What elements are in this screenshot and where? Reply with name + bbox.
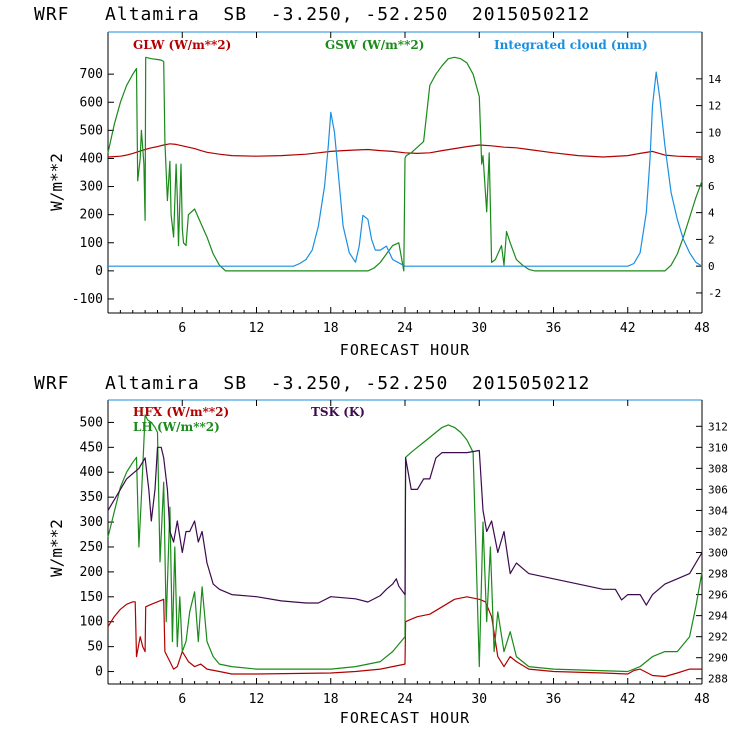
series-integrated-line [108,71,703,267]
y-tick-label: 600 [80,95,103,110]
y-tick-label: 100 [80,236,103,251]
legend-tsk: TSK (K) [311,405,365,419]
y2-tick-label: 12 [708,100,721,113]
y-axis-label: W/m**2 [47,519,66,577]
x-tick-label: 6 [178,692,186,707]
panel-title: WRF Altamira SB -3.250, -52.250 20150502… [34,4,590,25]
x-tick-label: 30 [471,321,487,336]
y2-tick-label: 4 [708,207,715,220]
x-tick-label: 48 [694,692,710,707]
x-tick-label: 24 [397,692,413,707]
x-tick-label: 36 [546,692,562,707]
y2-tick-label: 10 [708,126,721,139]
y2-tick-label: 292 [708,631,728,644]
flux-panel: WRF Altamira SB -3.250, -52.250 20150502… [34,373,728,727]
y-tick-label: 50 [87,640,103,655]
y-tick-label: 250 [80,540,103,555]
y-tick-label: 150 [80,590,103,605]
y2-tick-label: 308 [708,462,728,475]
x-tick-label: 18 [323,692,339,707]
x-tick-label: 6 [178,321,186,336]
y2-tick-label: 14 [708,73,722,86]
y-tick-label: -100 [72,292,103,307]
x-tick-label: 18 [323,321,339,336]
x-tick-label: 24 [397,321,413,336]
legend-cloud: Integrated cloud (mm) [494,38,648,52]
x-tick-label: 12 [249,692,265,707]
y-tick-label: 200 [80,565,103,580]
series-gsw-line [107,56,703,272]
y2-tick-label: 312 [708,420,728,433]
y-tick-label: 400 [80,151,103,166]
series-tsk-line [107,446,703,606]
y2-tick-label: 302 [708,525,728,538]
y-tick-label: 500 [80,415,103,430]
y2-tick-label: 310 [708,441,728,454]
legend-gsw: GSW (W/m**2) [325,38,424,52]
panel-title: WRF Altamira SB -3.250, -52.250 20150502… [34,373,590,394]
x-tick-label: 36 [546,321,562,336]
y-tick-label: 700 [80,67,103,82]
series-hfx-line [107,596,702,678]
x-axis-label: FORECAST HOUR [340,341,470,359]
y2-tick-label: 8 [708,153,715,166]
y-tick-label: 0 [95,665,103,680]
y2-tick-label: 2 [708,233,715,246]
y2-tick-label: 294 [708,610,728,623]
y2-tick-label: 304 [708,504,728,517]
y2-tick-label: 298 [708,568,728,581]
x-tick-label: 30 [471,692,487,707]
y-tick-label: 450 [80,440,103,455]
y2-tick-label: 306 [708,483,728,496]
y-tick-label: 500 [80,123,103,138]
legend-glw: GLW (W/m**2) [133,38,231,52]
x-tick-label: 12 [249,321,265,336]
x-axis-label: FORECAST HOUR [340,709,470,727]
y-tick-label: 300 [80,515,103,530]
y-tick-label: 0 [95,264,103,279]
y-tick-label: 100 [80,615,103,630]
y-axis-label: W/m**2 [47,153,66,211]
x-tick-label: 48 [694,321,710,336]
y2-tick-label: 290 [708,652,728,665]
legend-lh: LH (W/m**2) [133,420,220,434]
y-tick-label: 400 [80,465,103,480]
y2-tick-label: 296 [708,589,728,602]
x-tick-label: 42 [620,321,636,336]
x-tick-label: 42 [620,692,636,707]
y2-tick-label: 288 [708,673,728,686]
legend-hfx: HFX (W/m**2) [133,405,229,419]
y-tick-label: 200 [80,208,103,223]
y2-tick-label: 6 [708,180,715,193]
y-tick-label: 350 [80,490,103,505]
y2-tick-label: -2 [708,287,721,300]
radiation-panel: WRF Altamira SB -3.250, -52.250 20150502… [34,4,722,359]
series-glw-line [107,143,703,158]
y-tick-label: 300 [80,180,103,195]
series-lh-line [107,414,703,673]
y2-tick-label: 0 [708,260,715,273]
y2-tick-label: 300 [708,547,728,560]
